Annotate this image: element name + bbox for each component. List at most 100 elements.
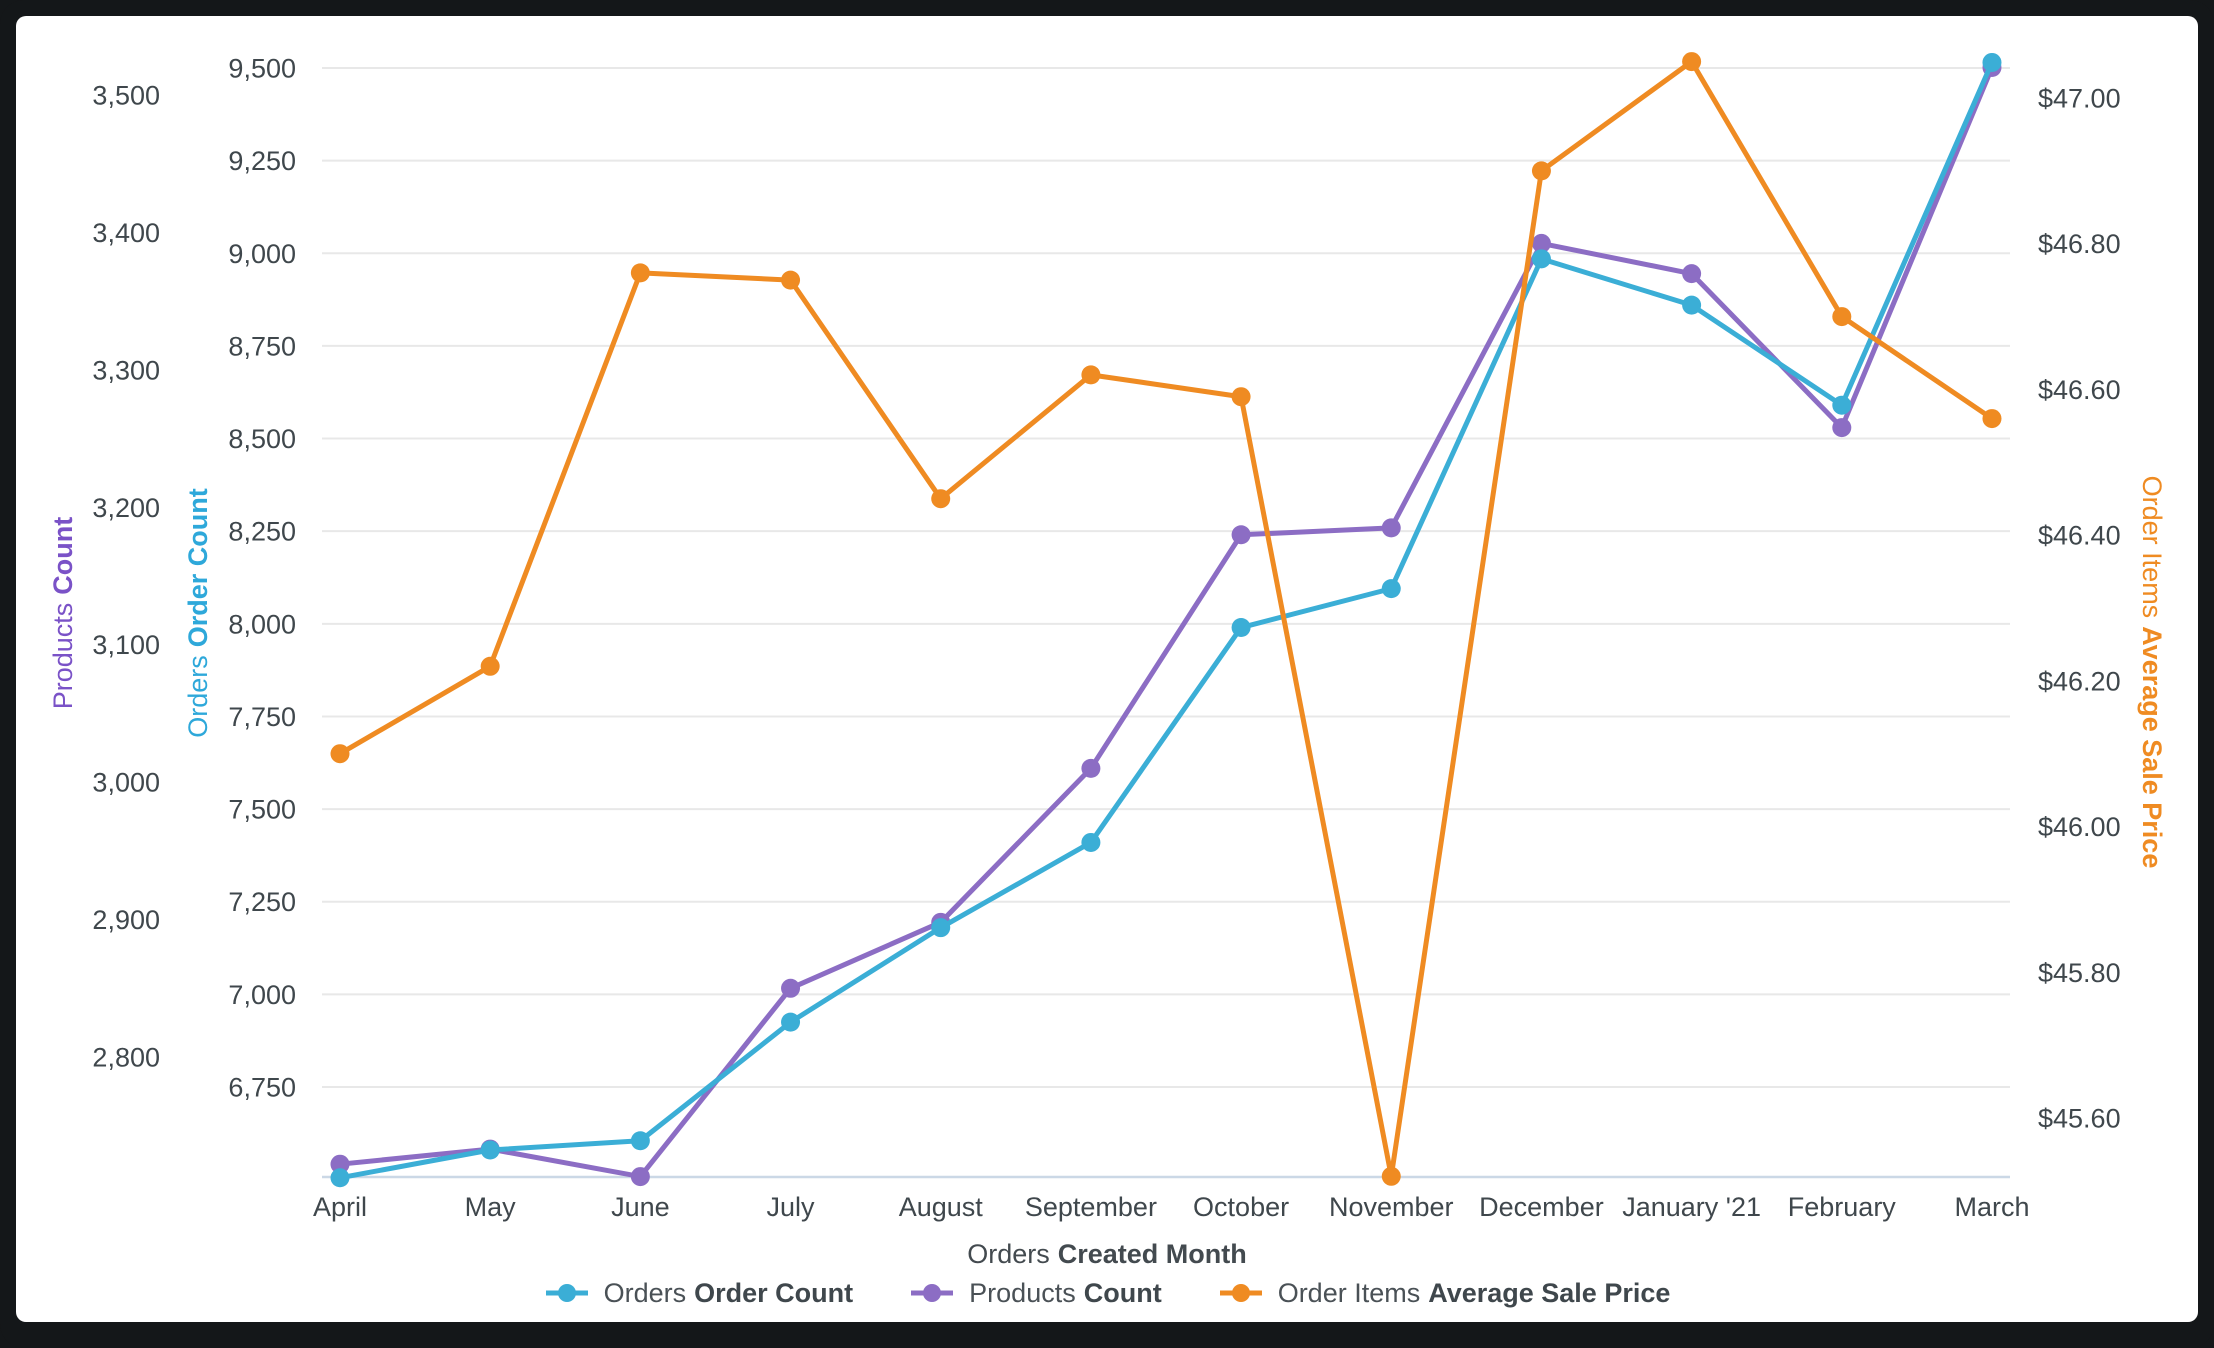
price-axis-tick: $46.00 — [2038, 812, 2121, 842]
legend-label-view: Products — [969, 1277, 1076, 1308]
price-axis-tick: $46.40 — [2038, 521, 2121, 551]
data-point-orders_order_count-1[interactable] — [480, 1140, 500, 1160]
legend-item-products_count[interactable]: Products Count — [909, 1278, 1162, 1309]
legend-item-orders_order_count[interactable]: Orders Order Count — [544, 1277, 854, 1309]
x-axis-label: May — [465, 1192, 517, 1222]
data-point-orders_order_count-3[interactable] — [781, 1012, 801, 1032]
legend-marker-icon — [911, 1284, 954, 1302]
data-point-order_items_average_sale_price-4[interactable] — [931, 489, 951, 509]
data-point-orders_order_count-9[interactable] — [1682, 295, 1702, 315]
products-axis-tick: 3,300 — [92, 355, 160, 385]
price-axis-title: Order Items Average Sale Price — [2137, 476, 2167, 869]
line-chart: 3,500 3,400 3,300 3,200 3,100 3,000 2,900 2,800… — [48, 52, 2167, 1269]
orders-axis-tick: 7,500 — [228, 795, 296, 825]
orders-axis-tick: 8,250 — [228, 517, 296, 547]
data-point-products_count-10[interactable] — [1832, 418, 1852, 438]
legend-label: Products Count — [969, 1278, 1162, 1309]
orders-axis-tick: 8,750 — [228, 331, 296, 361]
data-point-orders_order_count-2[interactable] — [630, 1131, 650, 1151]
data-point-order_items_average_sale_price-7[interactable] — [1381, 1166, 1401, 1186]
orders-axis-tick: 7,750 — [228, 702, 296, 732]
data-point-products_count-3[interactable] — [781, 978, 801, 998]
data-point-products_count-7[interactable] — [1381, 518, 1401, 538]
price-axis-tick: $46.20 — [2038, 666, 2121, 696]
data-point-orders_order_count-10[interactable] — [1832, 395, 1852, 415]
data-point-products_count-6[interactable] — [1231, 525, 1251, 545]
data-point-order_items_average_sale_price-11[interactable] — [1982, 409, 2002, 429]
x-axis-label: December — [1479, 1192, 1604, 1222]
price-axis-title-view: Order Items — [2137, 476, 2167, 619]
x-axis-label: June — [611, 1192, 670, 1222]
legend-label-field: Count — [1083, 1277, 1162, 1308]
data-point-order_items_average_sale_price-5[interactable] — [1081, 365, 1101, 385]
data-point-order_items_average_sale_price-2[interactable] — [630, 263, 650, 283]
legend-marker-icon — [545, 1284, 588, 1302]
x-axis-label: January '21 — [1622, 1192, 1761, 1222]
orders-axis-tick: 9,000 — [228, 239, 296, 269]
data-point-orders_order_count-5[interactable] — [1081, 832, 1101, 852]
x-axis-label: August — [899, 1192, 984, 1222]
orders-axis-tick: 8,500 — [228, 424, 296, 454]
chart-card: 3,500 3,400 3,300 3,200 3,100 3,000 2,900 2,800… — [16, 16, 2198, 1322]
x-axis-label: February — [1788, 1192, 1897, 1222]
data-point-order_items_average_sale_price-8[interactable] — [1531, 161, 1551, 181]
data-point-order_items_average_sale_price-1[interactable] — [480, 656, 500, 676]
products-axis-tick: 3,100 — [92, 630, 160, 660]
data-point-order_items_average_sale_price-6[interactable] — [1231, 387, 1251, 407]
price-axis-tick: $45.60 — [2038, 1104, 2121, 1134]
legend-marker-icon — [1219, 1284, 1262, 1302]
data-point-products_count-9[interactable] — [1682, 264, 1702, 284]
x-axis-title-view: Orders — [967, 1239, 1050, 1269]
x-axis-label: September — [1025, 1192, 1157, 1222]
data-point-products_count-2[interactable] — [630, 1167, 650, 1187]
products-axis-tick: 3,200 — [92, 493, 160, 523]
products-axis-tick: 2,800 — [92, 1043, 160, 1073]
data-point-order_items_average_sale_price-3[interactable] — [781, 270, 801, 290]
products-axis-title: Products Count — [48, 517, 78, 710]
x-axis-label: March — [1954, 1192, 2029, 1222]
products-axis-tick: 3,500 — [92, 81, 160, 111]
data-point-products_count-8[interactable] — [1531, 233, 1551, 253]
price-axis-tick: $47.00 — [2038, 84, 2121, 114]
price-axis-tick: $45.80 — [2038, 958, 2121, 988]
orders-axis-tick: 9,250 — [228, 146, 296, 176]
x-axis-title: Orders Created Month — [967, 1239, 1247, 1269]
orders-axis-tick: 9,500 — [228, 54, 296, 84]
orders-axis-tick: 7,000 — [228, 980, 296, 1010]
data-point-products_count-0[interactable] — [330, 1154, 350, 1174]
data-point-orders_order_count-7[interactable] — [1381, 579, 1401, 599]
orders-axis-tick: 7,250 — [228, 887, 296, 917]
legend-label-field: Order Count — [694, 1277, 854, 1308]
legend-label-view: Orders — [603, 1277, 687, 1308]
data-point-orders_order_count-4[interactable] — [931, 918, 951, 938]
chart-legend: Orders Order Count Products Count Order Item… — [16, 1272, 2198, 1314]
data-point-products_count-5[interactable] — [1081, 758, 1101, 778]
data-point-orders_order_count-0[interactable] — [330, 1168, 350, 1188]
orders-axis-tick: 8,000 — [228, 609, 296, 639]
series-line-orders_order_count — [337, 59, 1995, 1181]
orders-axis-title: Orders Order Count — [183, 488, 213, 738]
legend-label: Order Items Average Sale Price — [1278, 1278, 1671, 1309]
x-axis-title-field: Created Month — [1058, 1239, 1247, 1269]
series-line-products_count — [337, 65, 1995, 1180]
orders-axis-title-view: Orders — [183, 655, 213, 738]
price-axis-tick: $46.60 — [2038, 375, 2121, 405]
x-axis-label: November — [1329, 1192, 1454, 1222]
x-axis-label: October — [1193, 1192, 1289, 1222]
products-axis-title-view: Products — [48, 603, 78, 710]
data-point-order_items_average_sale_price-0[interactable] — [330, 744, 350, 764]
orders-axis-title-field: Order Count — [183, 488, 213, 647]
series-line-order_items_average_sale_price — [337, 59, 1995, 1179]
x-axis-label: July — [767, 1192, 816, 1222]
data-point-order_items_average_sale_price-9[interactable] — [1682, 52, 1702, 72]
data-point-orders_order_count-6[interactable] — [1231, 618, 1251, 638]
products-axis-tick: 3,000 — [92, 768, 160, 798]
products-axis-tick: 2,900 — [92, 905, 160, 935]
data-point-orders_order_count-8[interactable] — [1531, 249, 1551, 269]
legend-item-order_items_average_sale_price[interactable]: Order Items Average Sale Price — [1218, 1278, 1671, 1309]
products-axis-tick: 3,400 — [92, 218, 160, 248]
data-point-order_items_average_sale_price-10[interactable] — [1832, 307, 1852, 327]
data-point-orders_order_count-11[interactable] — [1982, 52, 2002, 72]
products-axis-title-field: Count — [48, 517, 78, 595]
